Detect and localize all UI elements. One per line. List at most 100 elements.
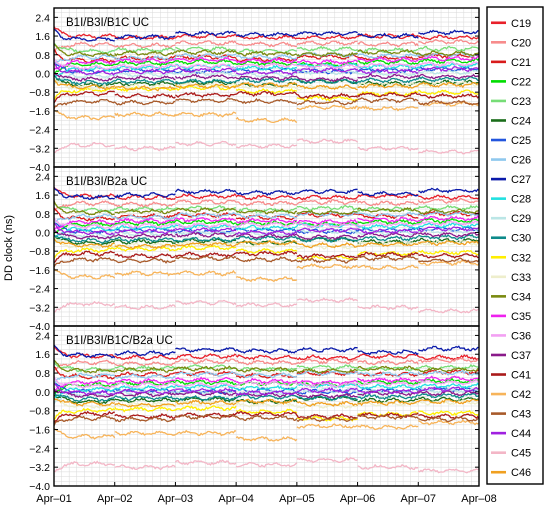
legend-label: C32: [511, 252, 531, 264]
series-line-C42: [54, 419, 479, 442]
legend-item-C21: C21: [491, 57, 531, 69]
y-tick-label: 1.6: [35, 190, 50, 202]
series-line-C43: [54, 97, 479, 110]
legend-label: C24: [511, 115, 531, 127]
series-line-C34: [54, 359, 479, 374]
legend-item-C29: C29: [491, 213, 531, 225]
legend-label: C46: [511, 467, 531, 479]
series-line-C46: [54, 79, 479, 92]
series-line-C36: [54, 57, 479, 72]
series-line-C19: [54, 346, 479, 361]
series-line-C22: [54, 57, 479, 74]
series-line-C44: [54, 62, 479, 76]
series-line-C45: [54, 296, 479, 314]
panel-1: 2.4 1.6 0.8 0.0 −0.8 −1.6 −2.4 −3.2 −4.0 B1I/B3I/…: [29, 7, 480, 174]
y-tick-label: −2.4: [29, 284, 50, 296]
y-tick-label: −4.0: [29, 162, 50, 174]
series-line-C32: [54, 405, 479, 422]
legend-label: C42: [511, 389, 531, 401]
y-tick-label: 0.8: [35, 209, 50, 221]
y-tick-label: 0.8: [35, 50, 50, 62]
legend-item-C20: C20: [491, 37, 531, 49]
series-line-C43: [54, 254, 479, 268]
series-line-C42: [54, 101, 479, 124]
series-line-C45: [54, 138, 479, 155]
legend-item-C45: C45: [491, 448, 531, 460]
legend-item-C36: C36: [491, 330, 531, 342]
legend-label: C33: [511, 272, 531, 284]
y-tick-label: 1.6: [35, 31, 50, 43]
series-line-C23: [54, 42, 479, 55]
y-tick-label: −1.6: [29, 265, 50, 277]
legend-item-C43: C43: [491, 409, 531, 421]
y-tick-label: −1.6: [29, 425, 50, 437]
legend-label: C36: [511, 330, 531, 342]
panel-title: B1I/B3I/B1C/B2a UC: [66, 335, 173, 347]
y-tick-label: 1.6: [35, 349, 50, 361]
legend-label: C41: [511, 370, 531, 382]
series-line-C20: [54, 357, 479, 371]
x-tick-label: Apr–08: [461, 493, 496, 505]
series-line-C41: [54, 90, 479, 104]
legend-item-C25: C25: [491, 135, 531, 147]
legend-label: C35: [511, 311, 531, 323]
series-line-C35: [54, 214, 479, 232]
series-line-C26: [54, 51, 479, 66]
legend-label: C29: [511, 213, 531, 225]
series-line-C36: [54, 375, 479, 390]
y-tick-label: −3.2: [29, 143, 50, 155]
y-tick-label: 0.0: [35, 227, 50, 239]
x-tick-label: Apr–02: [97, 493, 132, 505]
y-tick-label: 0.8: [35, 368, 50, 380]
series-line-C20: [54, 38, 479, 53]
y-tick-label: 0.0: [35, 68, 50, 80]
legend-item-C27: C27: [491, 174, 531, 186]
legend-item-C42: C42: [491, 389, 531, 401]
legend-label: C21: [511, 57, 531, 69]
panel-2: 2.4 1.6 0.8 0.0 −0.8 −1.6 −2.4 −3.2 −4.0 B1I/B3I/…: [29, 166, 480, 333]
x-tick-label: Apr–07: [401, 493, 436, 505]
legend-item-C41: C41: [491, 370, 531, 382]
legend-item-C30: C30: [491, 233, 531, 245]
series-line-C27: [54, 28, 479, 42]
series-line-C29: [54, 69, 479, 85]
legend-item-C32: C32: [491, 252, 531, 264]
series-line-C26: [54, 210, 479, 226]
y-tick-label: −3.2: [29, 302, 50, 314]
legend-item-C34: C34: [491, 291, 531, 303]
y-tick-label: 0.0: [35, 387, 50, 399]
y-tick-label: 2.4: [35, 171, 50, 183]
panel-title: B1I/B3I/B2a UC: [66, 176, 147, 188]
x-tick-label: Apr–03: [158, 493, 193, 505]
series-line-C44: [54, 222, 479, 236]
y-tick-label: 2.4: [35, 330, 50, 342]
legend-box: [486, 6, 544, 485]
series-line-C34: [54, 200, 479, 216]
series-line-C20: [54, 197, 479, 213]
legend-label: C23: [511, 96, 531, 108]
series-line-C26: [54, 369, 479, 384]
legend-label: C22: [511, 76, 531, 88]
series-line-C42: [54, 260, 479, 283]
y-tick-label: −2.4: [29, 125, 50, 137]
y-axis-label: DD clock (ns): [3, 215, 15, 281]
y-tick-label: −0.8: [29, 87, 50, 99]
x-tick-label: Apr–04: [218, 493, 253, 505]
legend-label: C25: [511, 135, 531, 147]
legend-label: C44: [511, 428, 531, 440]
series-line-C46: [54, 238, 479, 250]
series-line-C41: [54, 410, 479, 423]
series-line-C30: [54, 233, 479, 244]
x-tick-label: Apr–05: [279, 493, 314, 505]
legend-item-C35: C35: [491, 311, 531, 323]
legend-label: C28: [511, 194, 531, 206]
series-line-C30: [54, 392, 479, 403]
legend-label: C34: [511, 291, 531, 303]
legend-label: C43: [511, 409, 531, 421]
y-tick-label: −0.8: [29, 246, 50, 258]
series-line-C28: [54, 382, 479, 399]
legend-item-C24: C24: [491, 115, 531, 127]
legend-item-C44: C44: [491, 428, 531, 440]
y-tick-label: −4.0: [29, 321, 50, 333]
